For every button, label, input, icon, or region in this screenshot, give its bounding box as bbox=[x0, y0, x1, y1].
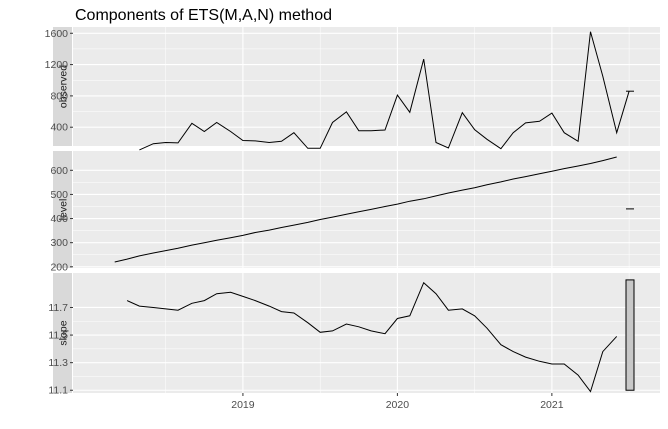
strip-observed bbox=[53, 27, 72, 146]
strip-label-slope: slope bbox=[58, 320, 70, 345]
y-tick-label-level: 200 bbox=[50, 261, 68, 273]
panel-slope: slope 11.1 11.3 11.5 11.7 bbox=[48, 273, 660, 397]
panel-observed: observed 400 800 1200 1600 bbox=[45, 27, 660, 151]
scale-bar-slope bbox=[625, 279, 635, 391]
x-tick-label: 2020 bbox=[386, 399, 410, 411]
y-tick-label-slope: 11.5 bbox=[48, 330, 68, 342]
panel-background-slope bbox=[73, 273, 660, 393]
chart-title: Components of ETS(M,A,N) method bbox=[75, 7, 332, 24]
strip-slope bbox=[53, 273, 72, 393]
x-tick-label: 2021 bbox=[540, 399, 564, 411]
strip-label-observed: observed bbox=[58, 65, 70, 108]
strip-label-level: level bbox=[58, 199, 70, 221]
panel-background-observed bbox=[73, 27, 660, 146]
series-line-level bbox=[114, 156, 617, 263]
y-tick-label-level: 400 bbox=[50, 213, 68, 225]
y-tick-label-level: 500 bbox=[50, 189, 68, 201]
y-tick-label-observed: 800 bbox=[50, 90, 68, 102]
x-tick-label: 2019 bbox=[231, 399, 255, 411]
y-tick-label-slope: 11.7 bbox=[48, 302, 68, 314]
y-tick-label-level: 300 bbox=[50, 237, 68, 249]
series-line-observed bbox=[139, 31, 630, 151]
y-tick-label-observed: 400 bbox=[50, 122, 68, 134]
y-tick-label-observed: 1200 bbox=[45, 59, 69, 71]
y-tick-label-level: 600 bbox=[50, 165, 68, 177]
y-tick-label-slope: 11.3 bbox=[48, 357, 68, 369]
series-line-slope bbox=[126, 281, 618, 393]
y-tick-label-slope: 11.1 bbox=[48, 385, 68, 397]
y-tick-label-observed: 1600 bbox=[45, 28, 69, 40]
x-axis: 2019 2020 2021 bbox=[231, 393, 564, 411]
panels-layer: observed 400 800 1200 1600 level 200 300 400 500 6… bbox=[45, 27, 660, 397]
panel-level: level 200 300 400 500 600 bbox=[50, 151, 660, 273]
panel-background-level bbox=[73, 151, 660, 268]
strip-level bbox=[53, 151, 72, 268]
